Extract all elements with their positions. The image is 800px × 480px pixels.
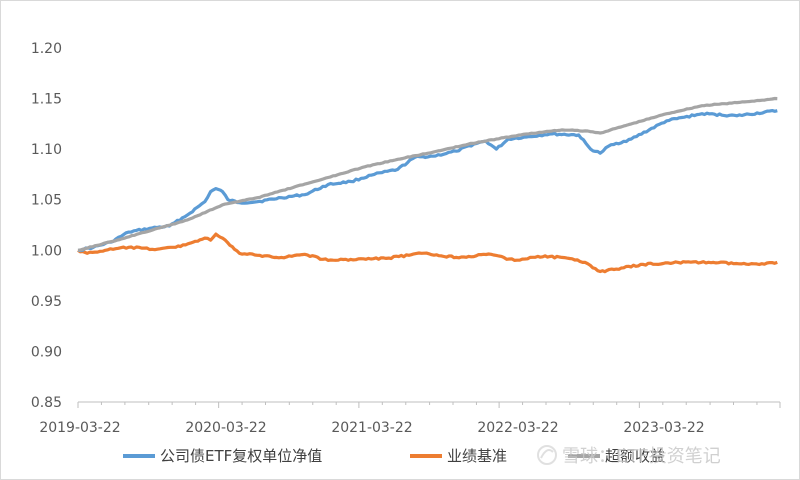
legend-label: 超额收益 (605, 447, 665, 465)
y-tick-label: 1.05 (31, 193, 62, 209)
y-axis-ticks: 0.85 0.90 0.95 1.00 1.05 1.10 1.15 1.20 (31, 41, 62, 411)
y-tick-label: 1.00 (31, 243, 62, 259)
y-tick-label: 0.90 (31, 344, 62, 360)
y-tick-label: 0.95 (31, 294, 62, 310)
series-line-1 (77, 232, 778, 274)
y-tick-label: 1.10 (31, 142, 62, 158)
series-line-2 (77, 96, 778, 252)
x-axis: 2019-03-22 2020-03-22 2021-03-22 2022-03-22… (39, 401, 781, 436)
series-layer (77, 96, 778, 274)
y-tick-label: 0.85 (31, 395, 62, 411)
snowball-logo-icon (537, 445, 557, 465)
x-tick-label: 2021-03-22 (331, 420, 412, 436)
y-tick-label: 1.15 (31, 92, 62, 108)
watermark: 雪球：ETF投资笔记 (537, 445, 721, 467)
x-tick-label: 2020-03-22 (185, 420, 266, 436)
x-tick-label: 2023-03-22 (623, 420, 704, 436)
legend-label: 公司债ETF复权单位净值 (160, 447, 322, 465)
legend: 公司债ETF复权单位净值 业绩基准 超额收益 (123, 447, 665, 465)
x-tick-label: 2019-03-22 (39, 420, 120, 436)
series-line-0 (77, 109, 778, 253)
legend-label: 业绩基准 (447, 447, 507, 465)
watermark-text: 雪球：ETF投资笔记 (562, 446, 721, 467)
y-tick-label: 1.20 (31, 41, 62, 57)
x-tick-label: 2022-03-22 (477, 420, 558, 436)
